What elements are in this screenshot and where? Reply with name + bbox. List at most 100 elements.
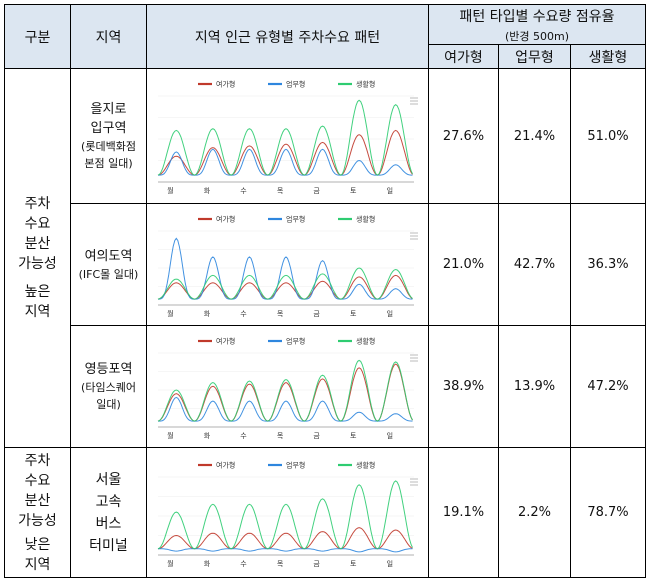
series-line bbox=[157, 237, 413, 300]
chart-cell: 여가형 업무형 생활형 월 화 수 목 금 토 일 bbox=[146, 447, 429, 578]
category-high-line: 분산 bbox=[24, 236, 51, 252]
legend-label: 여가형 bbox=[216, 336, 235, 345]
day-tick-label: 토 bbox=[350, 432, 357, 440]
category-low-line: 수요 bbox=[24, 472, 51, 489]
share-business: 42.7% bbox=[498, 203, 571, 326]
day-tick-label: 금 bbox=[313, 310, 320, 318]
category-low: 주차 수요 분산 가능성 낮은 지역 bbox=[4, 447, 71, 578]
series-line bbox=[157, 359, 413, 422]
category-low-line: 지역 bbox=[24, 556, 51, 573]
legend-label: 생활형 bbox=[356, 460, 375, 469]
share-living: 51.0% bbox=[570, 68, 646, 204]
day-tick-label: 월 bbox=[167, 186, 173, 195]
day-tick-label: 금 bbox=[313, 560, 320, 568]
region-name: 터미널 bbox=[89, 537, 128, 554]
series-line bbox=[157, 526, 413, 549]
region-cell: 여의도역 (IFC몰 일대) bbox=[70, 203, 147, 326]
series-line bbox=[157, 547, 412, 552]
day-tick-label: 금 bbox=[313, 432, 320, 440]
header-category: 구분 bbox=[4, 4, 71, 69]
day-tick-label: 토 bbox=[350, 310, 357, 318]
legend-label: 생활형 bbox=[356, 336, 375, 345]
category-low-line: 낮은 bbox=[24, 536, 51, 553]
day-tick-label: 화 bbox=[203, 432, 210, 440]
share-business: 21.4% bbox=[498, 68, 571, 204]
legend-label: 업무형 bbox=[286, 337, 305, 345]
day-tick-label: 화 bbox=[203, 187, 210, 195]
region-detail: 본점 일대) bbox=[84, 157, 133, 170]
category-high-line: 높은 bbox=[24, 284, 51, 300]
series-line bbox=[157, 148, 412, 176]
region-name: 입구역 bbox=[90, 121, 127, 136]
day-tick-label: 목 bbox=[276, 187, 283, 195]
day-tick-label: 일 bbox=[386, 431, 392, 440]
day-tick-label: 목 bbox=[276, 560, 283, 568]
header-share-sub: (반경 500m) bbox=[504, 29, 570, 43]
share-business: 13.9% bbox=[498, 325, 571, 448]
series-line bbox=[157, 479, 413, 549]
category-high-line: 지역 bbox=[24, 304, 51, 320]
legend-label: 생활형 bbox=[356, 214, 375, 223]
day-tick-label: 월 bbox=[167, 431, 173, 440]
category-low-line: 가능성 bbox=[18, 512, 57, 529]
chart-cell: 여가형 업무형 생활형 월 화 수 목 금 토 일 bbox=[146, 203, 429, 326]
day-tick-label: 토 bbox=[350, 560, 357, 568]
day-tick-label: 월 bbox=[167, 559, 173, 568]
header-type-leisure: 여가형 bbox=[428, 44, 499, 69]
share-business: 2.2% bbox=[498, 447, 571, 578]
region-name: 서울 bbox=[95, 471, 122, 488]
legend-label: 여가형 bbox=[216, 214, 235, 223]
legend-label: 업무형 bbox=[286, 81, 305, 89]
series-line bbox=[157, 129, 413, 176]
region-name: 여의도역 bbox=[84, 248, 133, 264]
share-living: 36.3% bbox=[570, 203, 646, 326]
region-cell: 서울 고속 버스 터미널 bbox=[70, 447, 147, 578]
day-tick-label: 수 bbox=[240, 432, 247, 440]
region-detail: (타임스퀘어 bbox=[81, 381, 136, 394]
share-leisure: 21.0% bbox=[428, 203, 499, 326]
header-pattern: 지역 인근 유형별 주차수요 패턴 bbox=[146, 4, 429, 69]
day-tick-label: 목 bbox=[276, 432, 283, 440]
legend-label: 생활형 bbox=[356, 80, 375, 89]
region-detail: (롯데백화점 bbox=[81, 140, 136, 153]
day-tick-label: 목 bbox=[276, 310, 283, 318]
chart-cell: 여가형 업무형 생활형 월 화 수 목 금 토 일 bbox=[146, 68, 429, 204]
region-detail: (IFC몰 일대) bbox=[78, 267, 139, 281]
share-living: 78.7% bbox=[570, 447, 646, 578]
series-line bbox=[157, 266, 413, 300]
day-tick-label: 화 bbox=[203, 310, 210, 318]
region-name: 버스 bbox=[95, 515, 122, 532]
series-line bbox=[157, 274, 413, 300]
region-detail: 일대) bbox=[96, 398, 121, 411]
day-tick-label: 수 bbox=[240, 560, 247, 568]
header-share-title: 패턴 타입별 수요량 점유율 bbox=[459, 8, 615, 25]
series-line bbox=[157, 396, 413, 422]
category-high-line: 수요 bbox=[24, 216, 51, 232]
header-share: 패턴 타입별 수요량 점유율 (반경 500m) bbox=[428, 4, 646, 45]
day-tick-label: 금 bbox=[313, 187, 320, 195]
region-name: 고속 bbox=[95, 493, 122, 510]
category-low-line: 주차 bbox=[24, 452, 51, 469]
region-name: 영등포역 bbox=[84, 362, 133, 377]
share-leisure: 38.9% bbox=[428, 325, 499, 448]
day-tick-label: 수 bbox=[240, 310, 247, 318]
parking-demand-table: 구분 지역 지역 인근 유형별 주차수요 패턴 패턴 타입별 수요량 점유율 (… bbox=[4, 4, 646, 578]
category-high-line: 주차 bbox=[24, 196, 51, 212]
share-leisure: 19.1% bbox=[428, 447, 499, 578]
region-name: 을지로 bbox=[90, 102, 127, 117]
day-tick-label: 월 bbox=[167, 309, 173, 318]
region-cell: 영등포역 (타임스퀘어 일대) bbox=[70, 325, 147, 448]
share-leisure: 27.6% bbox=[428, 68, 499, 204]
legend-label: 업무형 bbox=[286, 215, 305, 223]
category-high-line: 가능성 bbox=[18, 256, 57, 272]
day-tick-label: 토 bbox=[350, 187, 357, 195]
legend-label: 여가형 bbox=[216, 80, 235, 89]
category-high: 주차 수요 분산 가능성 높은 지역 bbox=[4, 68, 71, 448]
series-line bbox=[157, 99, 413, 176]
series-line bbox=[157, 362, 413, 422]
